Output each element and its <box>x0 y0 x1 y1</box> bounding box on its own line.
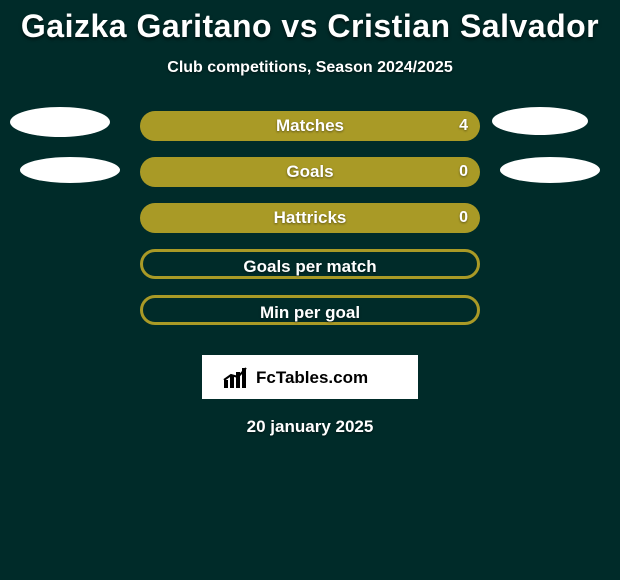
stat-value: 4 <box>459 111 468 141</box>
player-left-ellipse <box>20 157 120 183</box>
stat-bar: Matches4 <box>140 111 480 141</box>
stat-row: Hattricks0 <box>0 203 620 249</box>
brand-text: FcTables.com <box>256 368 368 387</box>
player-left-ellipse <box>10 107 110 137</box>
stat-label: Min per goal <box>143 298 477 328</box>
player-right-ellipse <box>492 107 588 135</box>
stat-label: Matches <box>140 111 480 141</box>
stat-value: 0 <box>459 157 468 187</box>
brand-badge: FcTables.com <box>202 355 418 399</box>
stat-row: Goals per match <box>0 249 620 295</box>
stat-label: Hattricks <box>140 203 480 233</box>
stat-row: Matches4 <box>0 111 620 157</box>
stat-bar: Goals0 <box>140 157 480 187</box>
stat-label: Goals per match <box>143 252 477 282</box>
player-right-ellipse <box>500 157 600 183</box>
stat-bar: Min per goal <box>140 295 480 325</box>
stat-bar: Goals per match <box>140 249 480 279</box>
stat-row: Goals0 <box>0 157 620 203</box>
page-title: Gaizka Garitano vs Cristian Salvador <box>0 0 620 45</box>
stat-label: Goals <box>140 157 480 187</box>
stat-row: Min per goal <box>0 295 620 341</box>
brand-logo-icon: FcTables.com <box>220 362 400 392</box>
stat-value: 0 <box>459 203 468 233</box>
date-text: 20 january 2025 <box>0 417 620 437</box>
stat-rows: Matches4Goals0Hattricks0Goals per matchM… <box>0 111 620 341</box>
stat-bar: Hattricks0 <box>140 203 480 233</box>
subtitle: Club competitions, Season 2024/2025 <box>0 59 620 77</box>
